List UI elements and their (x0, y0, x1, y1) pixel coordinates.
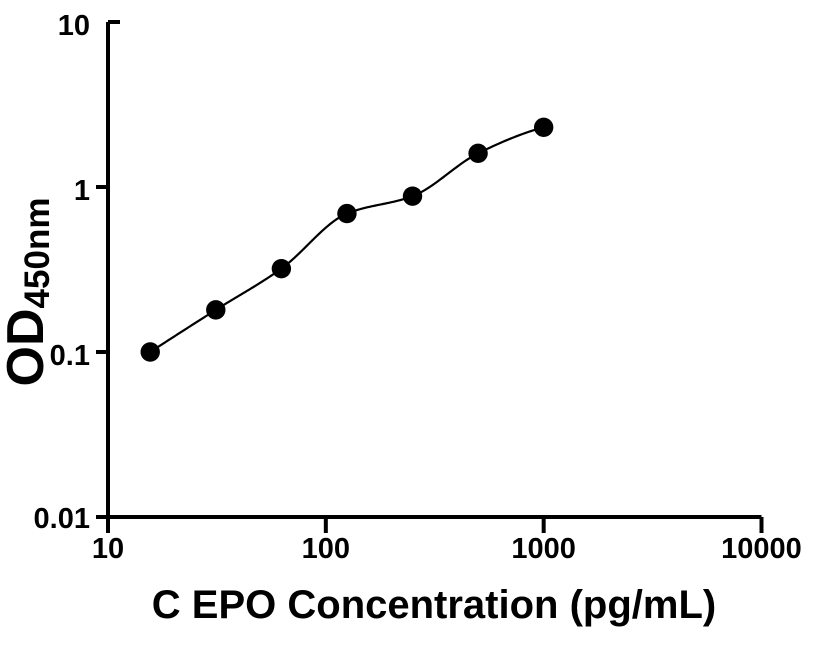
svg-text:1000: 1000 (511, 533, 576, 565)
svg-text:100: 100 (302, 533, 350, 565)
svg-text:0.1: 0.1 (50, 340, 90, 372)
svg-text:0.01: 0.01 (34, 503, 90, 535)
svg-text:C EPO Concentration (pg/mL): C EPO Concentration (pg/mL) (152, 583, 716, 627)
svg-text:10: 10 (58, 10, 90, 42)
svg-text:10: 10 (92, 533, 124, 565)
svg-text:1: 1 (74, 175, 90, 207)
svg-text:10000: 10000 (721, 533, 802, 565)
svg-text:OD450nm: OD450nm (0, 198, 57, 387)
